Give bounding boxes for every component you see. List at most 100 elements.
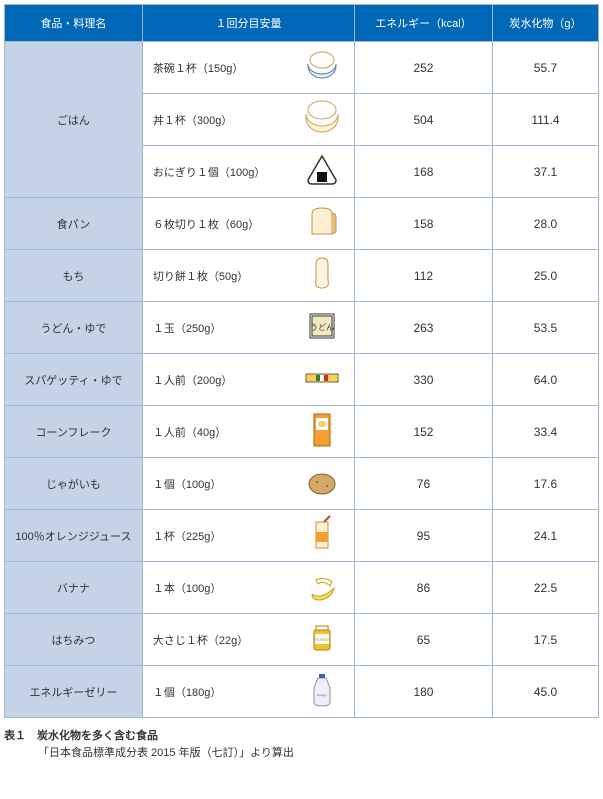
energy-value: 65 (417, 633, 430, 647)
table-header-row: 食品・料理名 １回分目安量 エネルギー（kcal） 炭水化物（g） (5, 5, 599, 42)
carbs-cell: 33.4 (492, 406, 598, 458)
caption-label: 表１ (4, 730, 26, 742)
bread-icon (302, 231, 342, 245)
carbs-cell: 37.1 (492, 146, 598, 198)
carbs-value: 24.1 (534, 529, 557, 543)
portion-text: 茶碗１杯（150g） (153, 63, 243, 75)
juice-icon (302, 543, 342, 557)
food-name-cell: 100％オレンジジュース (5, 510, 143, 562)
portion-text: おにぎり１個（100g） (153, 167, 265, 179)
table-row: バナナ１本（100g）8622.5 (5, 562, 599, 614)
portion-cell: 大さじ１杯（22g） (142, 614, 291, 666)
energy-value: 168 (413, 165, 433, 179)
food-name: 100％オレンジジュース (15, 531, 131, 543)
portion-cell: １本（100g） (142, 562, 291, 614)
food-name: エネルギーゼリー (29, 687, 117, 699)
carbs-value: 55.7 (534, 61, 557, 75)
portion-cell: 丼１杯（300g） (142, 94, 291, 146)
carbs-cell: 64.0 (492, 354, 598, 406)
caption-source: 「日本食品標準成分表 2015 年版（七訂）」より算出 (38, 747, 294, 759)
food-name-cell: バナナ (5, 562, 143, 614)
energy-cell: 152 (355, 406, 493, 458)
table-row: 食パン ６枚切り１枚（60g） 158 28.0 (5, 198, 599, 250)
rice-large-icon (302, 127, 342, 141)
spaghetti-icon (302, 387, 342, 401)
portion-cell: １人前（40g） (142, 406, 291, 458)
portion-text: １杯（225g） (153, 531, 221, 543)
carbs-cell: 17.6 (492, 458, 598, 510)
food-name: もち (62, 271, 84, 283)
energy-cell: 112 (355, 250, 493, 302)
svg-text:うどん: うどん (310, 323, 334, 332)
rice-bowl-icon (302, 75, 342, 89)
food-icon-cell: HONEY (291, 614, 355, 666)
energy-cell: 86 (355, 562, 493, 614)
portion-text: ６枚切り１枚（60g） (153, 219, 259, 231)
carbs-value: 45.0 (534, 685, 557, 699)
carbs-cell: 53.5 (492, 302, 598, 354)
energy-cell: 158 (355, 198, 493, 250)
portion-cell: ６枚切り１枚（60g） (142, 198, 291, 250)
food-name: 食パン (57, 219, 91, 231)
energy-cell: 168 (355, 146, 493, 198)
carbs-value: 33.4 (534, 425, 557, 439)
food-icon-cell (291, 562, 355, 614)
banana-icon (302, 595, 342, 609)
energy-value: 86 (417, 581, 430, 595)
carbs-value: 64.0 (534, 373, 557, 387)
carbs-value: 53.5 (534, 321, 557, 335)
table-row: うどん・ゆで １玉（250g） うどん 263 53.5 (5, 302, 599, 354)
mochi-icon (302, 283, 342, 297)
energy-cell: 252 (355, 42, 493, 94)
carbs-cell: 45.0 (492, 666, 598, 718)
portion-text: 大さじ１杯（22g） (153, 635, 248, 647)
portion-cell: １玉（250g） (142, 302, 291, 354)
carbs-cell: 111.4 (492, 94, 598, 146)
food-icon-cell (291, 146, 355, 198)
portion-cell: １人前（200g） (142, 354, 291, 406)
energy-value: 112 (414, 269, 433, 283)
portion-cell: １個（100g） (142, 458, 291, 510)
food-icon-cell (291, 94, 355, 146)
table-row: もち切り餅１枚（50g）11225.0 (5, 250, 599, 302)
food-name-cell: スパゲッティ・ゆで (5, 354, 143, 406)
col-energy: エネルギー（kcal） (355, 5, 493, 42)
food-icon-cell: うどん (291, 302, 355, 354)
food-name-cell: もち (5, 250, 143, 302)
energy-value: 152 (413, 425, 433, 439)
food-name-cell: じゃがいも (5, 458, 143, 510)
col-portion: １回分目安量 (142, 5, 354, 42)
table-caption: 表１ 炭水化物を多く含む食品 「日本食品標準成分表 2015 年版（七訂）」より… (4, 728, 599, 761)
energy-value: 263 (413, 321, 433, 335)
honey-icon: HONEY (302, 647, 342, 661)
col-carbs: 炭水化物（g） (492, 5, 598, 42)
table-row: ごはん茶碗１杯（150g）25255.7 (5, 42, 599, 94)
portion-text: １人前（40g） (153, 427, 226, 439)
energy-cell: 76 (355, 458, 493, 510)
food-icon-cell (291, 42, 355, 94)
food-name: うどん・ゆで (40, 323, 106, 335)
food-name: コーンフレーク (35, 427, 111, 439)
energy-cell: 330 (355, 354, 493, 406)
table-row: じゃがいも１個（100g） 76 17.6 (5, 458, 599, 510)
carbs-value: 28.0 (534, 217, 557, 231)
food-icon-cell (291, 458, 355, 510)
table-row: コーンフレーク １人前（40g） 152 33.4 (5, 406, 599, 458)
energy-cell: 95 (355, 510, 493, 562)
energy-value: 158 (413, 217, 433, 231)
food-name-cell: はちみつ (5, 614, 143, 666)
food-icon-cell (291, 510, 355, 562)
col-food-name: 食品・料理名 (5, 5, 143, 42)
carbs-value: 37.1 (534, 165, 557, 179)
food-icon-cell: Energy (291, 666, 355, 718)
energy-cell: 263 (355, 302, 493, 354)
portion-cell: おにぎり１個（100g） (142, 146, 291, 198)
table-row: はちみつ大さじ１杯（22g）HONEY6517.5 (5, 614, 599, 666)
energy-value: 330 (413, 373, 433, 387)
energy-value: 180 (413, 685, 433, 699)
food-icon-cell (291, 198, 355, 250)
portion-text: 丼１杯（300g） (153, 115, 232, 127)
portion-cell: １個（180g） (142, 666, 291, 718)
carbs-value: 17.6 (534, 477, 557, 491)
jelly-icon: Energy (302, 699, 342, 713)
